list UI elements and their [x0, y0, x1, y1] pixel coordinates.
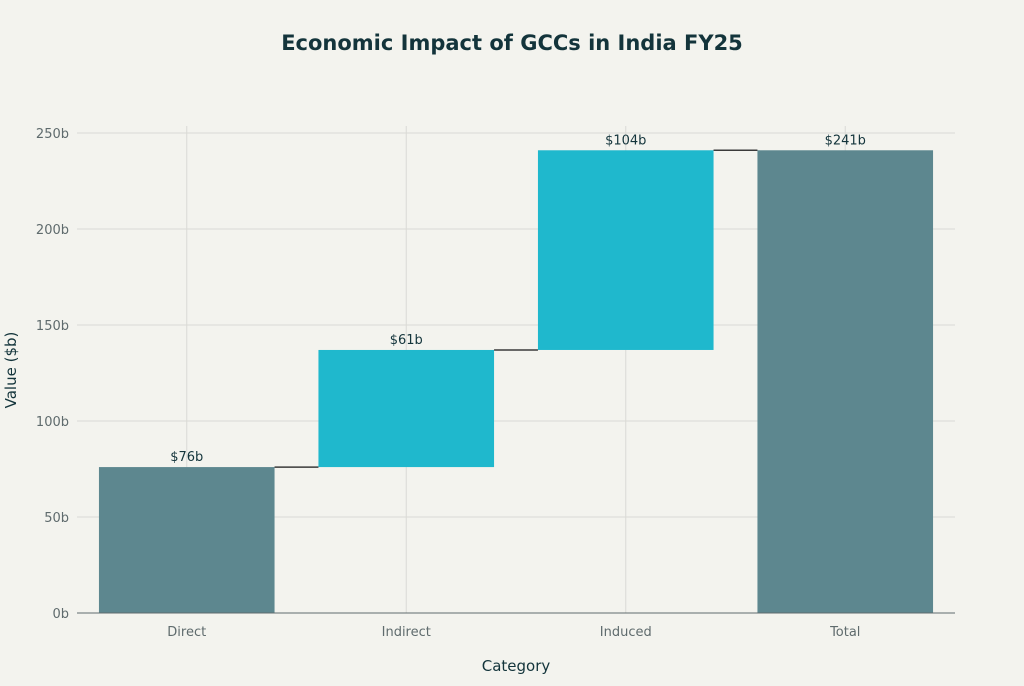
y-tick-label: 50b: [44, 511, 69, 526]
x-tick-label: Total: [829, 625, 860, 640]
y-tick-label: 150b: [36, 319, 69, 334]
chart-title: Economic Impact of GCCs in India FY25: [281, 31, 743, 55]
y-tick-label: 250b: [36, 127, 69, 142]
bar-direct: [98, 467, 275, 613]
axes: 0b 50b 100b 150b 200b 250b Direct Indirect Induc…: [36, 127, 955, 640]
y-tick-label: 0b: [52, 607, 69, 622]
data-label: $241b: [825, 133, 866, 148]
data-label: $104b: [605, 133, 646, 148]
x-tick-label: Direct: [167, 625, 206, 640]
bar-total: [757, 150, 934, 613]
data-label: $61b: [390, 333, 423, 348]
y-tick-label: 200b: [36, 223, 69, 238]
x-tick-label: Indirect: [382, 625, 431, 640]
bar-indirect: [318, 349, 495, 468]
data-label: $76b: [170, 450, 203, 465]
x-tick-label: Induced: [600, 625, 652, 640]
bar-induced: [537, 150, 714, 350]
y-tick-label: 100b: [36, 415, 69, 430]
bars: $76b $61b $104b $241b: [98, 133, 934, 613]
y-axis-label: Value ($b): [2, 332, 20, 409]
x-axis-label: Category: [482, 657, 551, 675]
